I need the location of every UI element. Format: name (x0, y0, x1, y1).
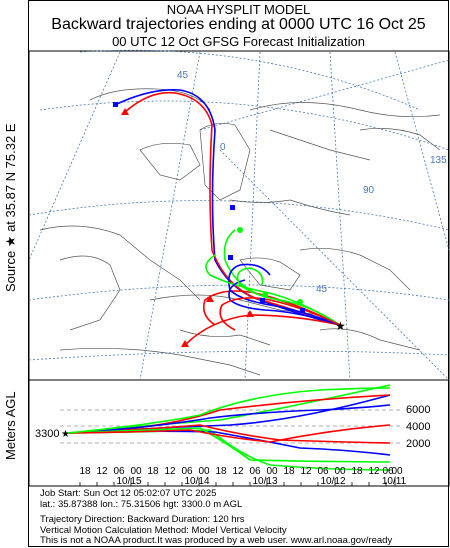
source-star-icon: ★ (335, 319, 346, 333)
trajectory-red-north (124, 91, 341, 326)
lat-label-135: 135 (430, 155, 447, 166)
svg-text:10/14: 10/14 (184, 476, 209, 487)
svg-text:12: 12 (368, 466, 380, 477)
svg-text:18: 18 (79, 466, 91, 477)
svg-text:18: 18 (147, 466, 159, 477)
info-direction: Trajectory Direction: Backward Duration:… (40, 514, 245, 525)
lat-label-90: 90 (363, 185, 375, 196)
model-title: NOAA HYSPLIT MODEL (166, 2, 311, 17)
svg-text:12: 12 (300, 466, 312, 477)
height-label-2000: 2000 (406, 438, 430, 450)
svg-text:00: 00 (266, 466, 278, 477)
lon-label-45: 45 (316, 284, 328, 295)
profile-trajectories (67, 384, 391, 471)
trajectory-markers (113, 102, 305, 347)
info-vertical-method: Vertical Motion Calculation Method: Mode… (40, 525, 287, 536)
forecast-subtitle: 00 UTC 12 Oct GFSG Forecast Initializati… (112, 34, 365, 49)
svg-text:06: 06 (317, 466, 329, 477)
svg-text:10/13: 10/13 (252, 476, 277, 487)
trajectory-blue-3 (228, 279, 341, 326)
lat-label-45: 45 (177, 70, 189, 81)
svg-text:06: 06 (249, 466, 261, 477)
height-label-4000: 4000 (406, 421, 430, 433)
trajectory-red-4 (219, 297, 341, 331)
svg-text:06: 06 (382, 466, 394, 477)
lat-lon-grid (28, 49, 450, 381)
height-label-6000: 6000 (406, 404, 430, 416)
info-location: lat.: 35.87388 lon.: 75.31506 hgt: 3300.… (40, 499, 243, 510)
profile-source-star-icon: ★ (61, 429, 70, 440)
hour-tick-labels: 18 12 06 00 18 12 06 00 18 12 06 00 18 1… (79, 466, 403, 477)
svg-text:06: 06 (113, 466, 125, 477)
trajectory-blue-north (114, 88, 341, 326)
svg-text:12: 12 (164, 466, 176, 477)
svg-text:10/12: 10/12 (320, 476, 345, 487)
svg-text:10/15: 10/15 (116, 476, 141, 487)
time-axis-ticks (79, 478, 396, 486)
svg-text:18: 18 (215, 466, 227, 477)
svg-text:00: 00 (334, 466, 346, 477)
lat-label-0: 0 (220, 142, 226, 153)
info-disclaimer: This is not a NOAA product.It was produc… (40, 535, 393, 546)
profile-gridlines (60, 409, 400, 444)
coastlines (39, 88, 441, 376)
svg-text:00: 00 (391, 466, 403, 477)
svg-text:00: 00 (198, 466, 210, 477)
map-trajectories (114, 88, 341, 346)
svg-text:12: 12 (96, 466, 108, 477)
date-labels: 10/15 10/14 10/13 10/12 10/11 (116, 476, 406, 487)
map-panel-border (28, 50, 450, 381)
svg-text:18: 18 (351, 466, 363, 477)
svg-text:06: 06 (181, 466, 193, 477)
svg-text:00: 00 (130, 466, 142, 477)
trajectory-green-1 (223, 229, 341, 326)
info-job-start: Job Start: Sun Oct 12 05:02:07 UTC 2025 (40, 488, 217, 499)
trajectory-green-3 (236, 267, 341, 326)
start-height-label: 3300 (35, 428, 59, 440)
trajectory-title: Backward trajectories ending at 0000 UTC… (51, 16, 426, 33)
svg-text:18: 18 (283, 466, 295, 477)
svg-text:10/11: 10/11 (382, 476, 407, 487)
svg-text:12: 12 (232, 466, 244, 477)
